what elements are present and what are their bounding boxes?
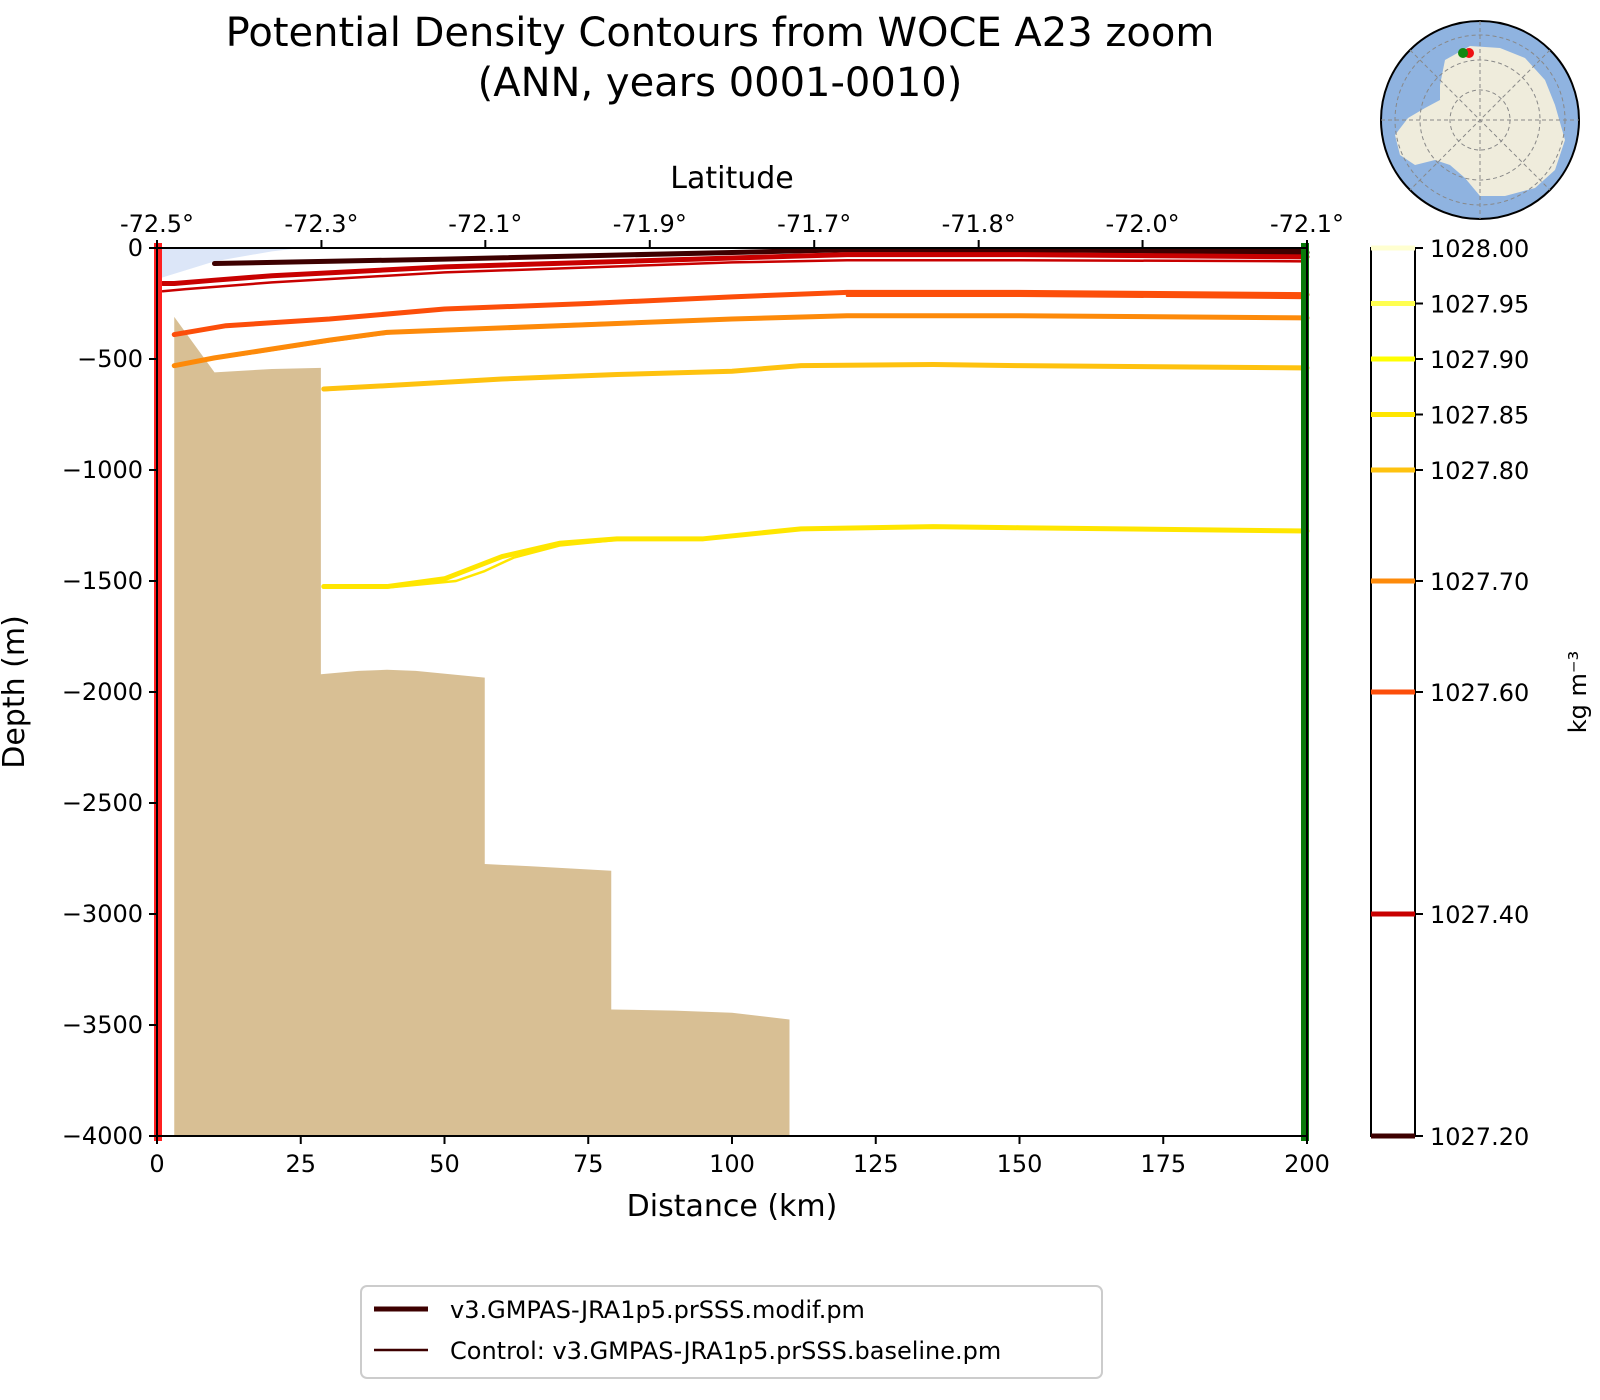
x-tick-label: 125 (853, 1150, 899, 1178)
x-tick-label: 150 (997, 1150, 1043, 1178)
x-tick-label: 50 (429, 1150, 460, 1178)
y-tick-label: −2000 (62, 678, 143, 706)
y-tick-label: −3500 (62, 1011, 143, 1039)
y-tick-label: −500 (77, 345, 143, 373)
baseline-contour-1027.60 (845, 294, 1309, 300)
colorbar-units-label: kg m⁻³ (1564, 651, 1592, 733)
legend: v3.GMPAS-JRA1p5.prSSS.modif.pm Control: … (360, 1285, 1103, 1379)
x-tick-label: 0 (149, 1150, 164, 1178)
y-tick-label: −2500 (62, 789, 143, 817)
colorbar: 1028.00 1027.95 1027.90 1027.85 1027.80 1027.… (1370, 235, 1529, 1151)
y-axis: 0 −500 −1000 −1500 −2000 −2500 −3000 −3500 −4000 (62, 234, 157, 1150)
modif-contour-1027.20 (212, 247, 1310, 267)
section-end-marker (1301, 243, 1309, 1141)
lat-tick-label: -71.9° (613, 210, 687, 238)
x-tick-label: 75 (573, 1150, 604, 1178)
colorbar-tick-label: 1027.20 (1430, 1123, 1529, 1151)
colorbar-tick-label: 1027.95 (1430, 291, 1529, 319)
ice-shelf (157, 248, 301, 280)
y-tick-label: −3000 (62, 900, 143, 928)
y-axis-label: Depth (m) (0, 615, 32, 769)
lat-tick-label: -71.7° (777, 210, 851, 238)
colorbar-tick-label: 1028.00 (1430, 235, 1529, 263)
x-axis-bottom: 0 25 50 75 100 125 150 175 200 (149, 1136, 1330, 1178)
x-axis-top: -72.5° -72.3° -72.1° -71.9° -71.7° -71.8° -72.… (120, 210, 1344, 248)
colorbar-tick-label: 1027.40 (1430, 901, 1529, 929)
lat-tick-label: -72.0° (1105, 210, 1179, 238)
inset-map (1380, 20, 1580, 220)
top-axis-label: Latitude (670, 161, 793, 196)
legend-label-modif: v3.GMPAS-JRA1p5.prSSS.modif.pm (450, 1296, 865, 1324)
contours-modif (160, 247, 1310, 590)
lat-tick-label: -72.3° (284, 210, 358, 238)
bathymetry-fill (157, 316, 790, 1136)
modif-contour-1027.70 (171, 313, 1310, 369)
colorbar-tick-label: 1027.90 (1430, 346, 1529, 374)
modif-contour-1027.80 (321, 362, 1310, 392)
lat-tick-label: -72.5° (120, 210, 194, 238)
inset-map-section-end-marker (1458, 48, 1468, 58)
x-tick-label: 200 (1284, 1150, 1330, 1178)
x-tick-label: 25 (285, 1150, 316, 1178)
chart-title-line-1: Potential Density Contours from WOCE A23… (226, 10, 1215, 56)
modif-contour-1027.85 (321, 524, 1310, 590)
y-tick-label: −1500 (62, 567, 143, 595)
lat-tick-label: -72.1° (448, 210, 522, 238)
baseline-contour-1027.40 (161, 258, 1309, 293)
y-tick-label: 0 (128, 234, 143, 262)
y-tick-label: −1000 (62, 456, 143, 484)
plot-area (154, 243, 1310, 1141)
colorbar-tick-label: 1027.70 (1430, 568, 1529, 596)
lat-tick-label: -72.1° (1270, 210, 1344, 238)
inset-map-graticule (1381, 21, 1579, 219)
modif-contour-1027.60 (171, 289, 1310, 338)
x-tick-label: 175 (1140, 1150, 1186, 1178)
y-tick-label: −4000 (62, 1122, 143, 1150)
x-tick-label: 100 (709, 1150, 755, 1178)
lat-tick-label: -71.8° (942, 210, 1016, 238)
colorbar-tick-label: 1027.60 (1430, 679, 1529, 707)
colorbar-tick-label: 1027.85 (1430, 402, 1529, 430)
x-axis-label: Distance (km) (627, 1189, 838, 1224)
legend-label-baseline: Control: v3.GMPAS-JRA1p5.prSSS.baseline.… (450, 1337, 1001, 1365)
colorbar-tick-label: 1027.80 (1430, 457, 1529, 485)
modif-contour-1027.40 (160, 252, 1310, 287)
chart-title-line-2: (ANN, years 0001-0010) (478, 60, 963, 106)
legend-box (360, 1285, 1103, 1379)
